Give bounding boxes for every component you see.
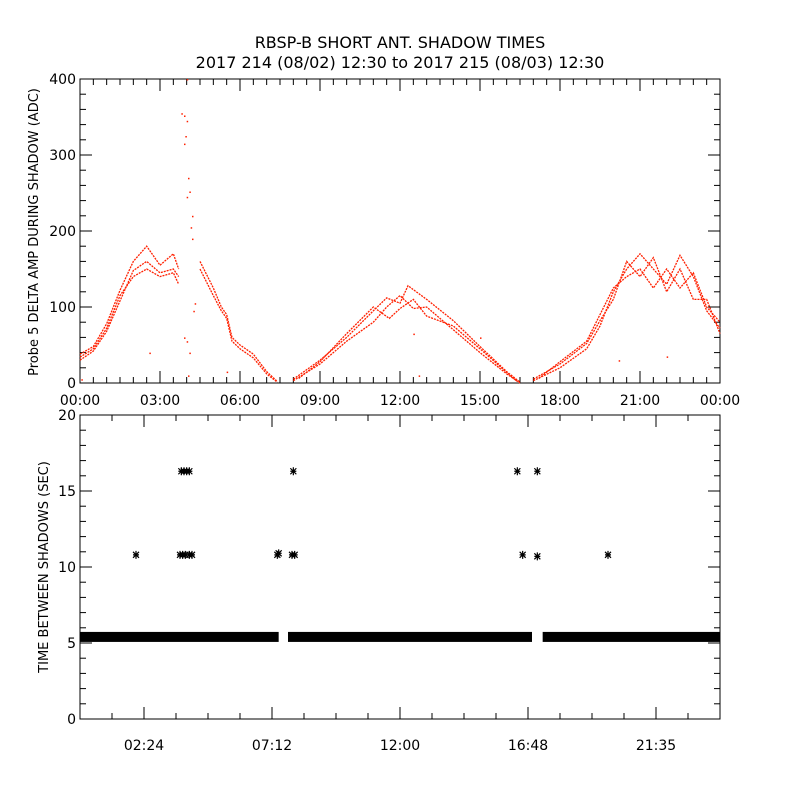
x-tick-label: 00:00 [60,393,100,409]
amplitude-trace [199,261,278,382]
y-tick-label: 300 [49,148,76,164]
amplitude-outlier-point [81,379,83,381]
amplitude-outlier-point [184,143,186,146]
amplitude-outlier-point [186,196,189,199]
amplitude-outlier-point [181,113,183,115]
x-tick-label: 02:24 [124,738,164,754]
interval-point-marker [604,550,612,559]
amplitude-outlier-point [193,310,195,313]
amplitude-outlier-point [618,360,621,362]
interval-point-marker [181,550,189,559]
interval-baseline-band [80,631,279,642]
y-tick-label: 200 [49,224,76,240]
x-tick-label: 03:00 [140,393,180,409]
amplitude-outlier-point [184,337,186,339]
interval-baseline-band [288,631,532,642]
plot-frame [79,78,721,384]
amplitude-outlier-point [188,177,190,180]
amplitude-outlier-point [185,136,187,138]
amplitude-trace [533,256,721,380]
x-tick-label: 21:00 [620,393,660,409]
x-tick-label: 00:00 [700,393,740,409]
amplitude-trace [533,252,721,382]
interval-point-marker [289,467,297,476]
y-tick-label: 400 [49,72,76,88]
interval-y-label: TIME BETWEEN SHADOWS (SEC) [37,461,52,674]
amplitude-outlier-point [186,341,189,343]
interval-point-marker [185,467,193,476]
interval-point-marker [513,467,521,476]
y-tick-label: 100 [49,300,76,316]
interval-point-marker [533,467,541,476]
plot-frame [79,414,721,720]
interval-point-marker [519,550,527,559]
y-tick-label: 0 [67,376,76,392]
x-tick-label: 18:00 [540,393,580,409]
interval-point-marker [188,550,196,559]
amplitude-trace [79,260,180,361]
amplitude-outlier-point [192,238,194,241]
y-tick-label: 20 [58,408,76,424]
amplitude-panel: 00:00 03:00 06:00 09:00 12:00 15:00 18:00 21:00… [49,72,740,409]
chart-title: RBSP-B SHORT ANT. SHADOW TIMES [255,33,546,52]
amplitude-outlier-point [186,120,189,123]
interval-point-marker [533,552,541,561]
interval-point-marker [291,550,299,559]
amplitude-trace [79,245,180,355]
x-tick-label: 09:00 [300,393,340,409]
interval-point-marker [275,549,283,558]
amplitude-outlier-point [188,375,190,377]
y-tick-label: 0 [67,712,76,728]
amplitude-outlier-point [666,356,669,358]
chart-subtitle: 2017 214 (08/02) 12:30 to 2017 215 (08/0… [196,53,605,72]
y-tick-label: 5 [67,636,76,652]
amplitude-trace [79,268,180,358]
amplitude-outlier-point [190,227,193,229]
amplitude-y-label: Probe 5 DELTA AMP DURING SHADOW (ADC) [27,88,42,376]
x-tick-label: 15:00 [460,393,500,409]
interval-baseline-band [542,631,720,642]
amplitude-trace [292,294,521,384]
amplitude-outlier-point [194,303,197,305]
x-tick-label: 12:00 [380,393,420,409]
amplitude-trace [292,284,521,383]
amplitude-outlier-point [189,352,191,355]
x-tick-label: 16:48 [508,738,548,754]
interval-panel: 02:24 07:12 12:00 16:48 21:35 0 5 10 15 20 [58,408,721,754]
amplitude-outlier-point [189,191,191,193]
amplitude-outlier-point [186,79,189,81]
amplitude-trace [538,267,721,379]
amplitude-outlier-point [418,375,421,377]
interval-point-marker [132,550,140,559]
amplitude-outlier-point [413,333,415,336]
amplitude-outlier-point [184,115,186,117]
amplitude-outlier-point [192,215,194,218]
y-tick-label: 15 [58,484,76,500]
x-tick-label: 21:35 [636,738,676,754]
amplitude-outlier-point [480,337,482,339]
amplitude-trace [298,298,518,382]
amplitude-outlier-point [149,352,151,355]
amplitude-trace [199,268,278,383]
y-tick-label: 10 [58,560,76,576]
x-tick-label: 12:00 [380,738,420,754]
x-tick-label: 06:00 [220,393,260,409]
amplitude-outlier-point [226,371,229,374]
x-tick-label: 07:12 [252,738,292,754]
